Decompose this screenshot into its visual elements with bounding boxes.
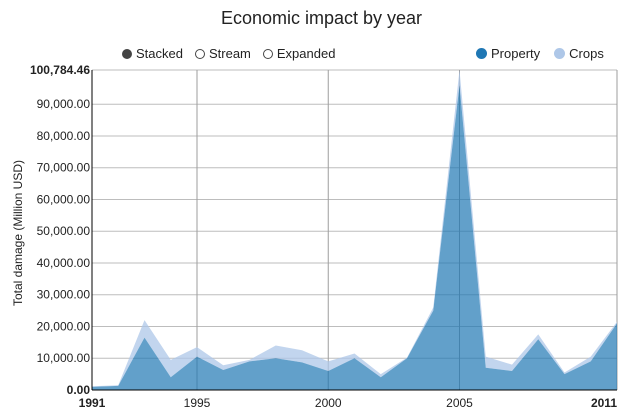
y-tick-label: 80,000.00 bbox=[37, 129, 91, 143]
stream-radio-icon[interactable] bbox=[194, 48, 205, 59]
property-swatch-icon bbox=[476, 48, 487, 59]
x-tick-label: 2000 bbox=[315, 396, 342, 410]
legend-item-crops[interactable]: Crops bbox=[554, 46, 604, 61]
y-tick-label: 100,784.46 bbox=[30, 63, 90, 77]
mode-expanded[interactable]: Expanded bbox=[262, 46, 336, 61]
area-property[interactable] bbox=[92, 85, 617, 390]
x-tick-label: 1991 bbox=[79, 396, 106, 410]
y-tick-label: 70,000.00 bbox=[37, 161, 91, 175]
mode-stream[interactable]: Stream bbox=[194, 46, 251, 61]
legend-crops-label: Crops bbox=[569, 46, 604, 61]
stack-mode-controls: Stacked Stream Expanded bbox=[122, 46, 335, 61]
mode-stacked-label: Stacked bbox=[136, 46, 183, 61]
expanded-radio-icon[interactable] bbox=[262, 48, 273, 59]
y-tick-label: 20,000.00 bbox=[37, 319, 91, 333]
mode-stream-label: Stream bbox=[208, 46, 251, 61]
legend-property-label: Property bbox=[491, 46, 541, 61]
series-areas bbox=[92, 70, 617, 390]
y-tick-label: 50,000.00 bbox=[37, 224, 91, 238]
x-tick-labels: 1991 1995 2000 2005 2011 bbox=[79, 396, 618, 410]
y-tick-label: 90,000.00 bbox=[37, 97, 91, 111]
mode-expanded-label: Expanded bbox=[276, 46, 336, 61]
x-tick-label: 2005 bbox=[446, 396, 473, 410]
y-tick-label: 30,000.00 bbox=[37, 288, 91, 302]
chart-legend: Property Crops bbox=[476, 46, 604, 61]
y-tick-labels: 0.00 10,000.00 20,000.00 30,000.00 40,000.00… bbox=[30, 63, 90, 397]
legend-item-property[interactable]: Property bbox=[476, 46, 540, 61]
y-tick-label: 10,000.00 bbox=[37, 351, 91, 365]
x-tick-label: 2011 bbox=[591, 396, 617, 410]
axes bbox=[91, 70, 617, 391]
y-tick-label: 40,000.00 bbox=[37, 256, 91, 270]
y-tick-label: 60,000.00 bbox=[37, 192, 91, 206]
chart-title: Economic impact by year bbox=[220, 8, 423, 28]
y-tick-label: 0.00 bbox=[67, 383, 91, 397]
x-tick-label: 1995 bbox=[184, 396, 211, 410]
stacked-radio-icon[interactable] bbox=[122, 48, 132, 59]
crops-swatch-icon bbox=[554, 48, 566, 59]
mode-stacked[interactable]: Stacked bbox=[122, 46, 183, 61]
